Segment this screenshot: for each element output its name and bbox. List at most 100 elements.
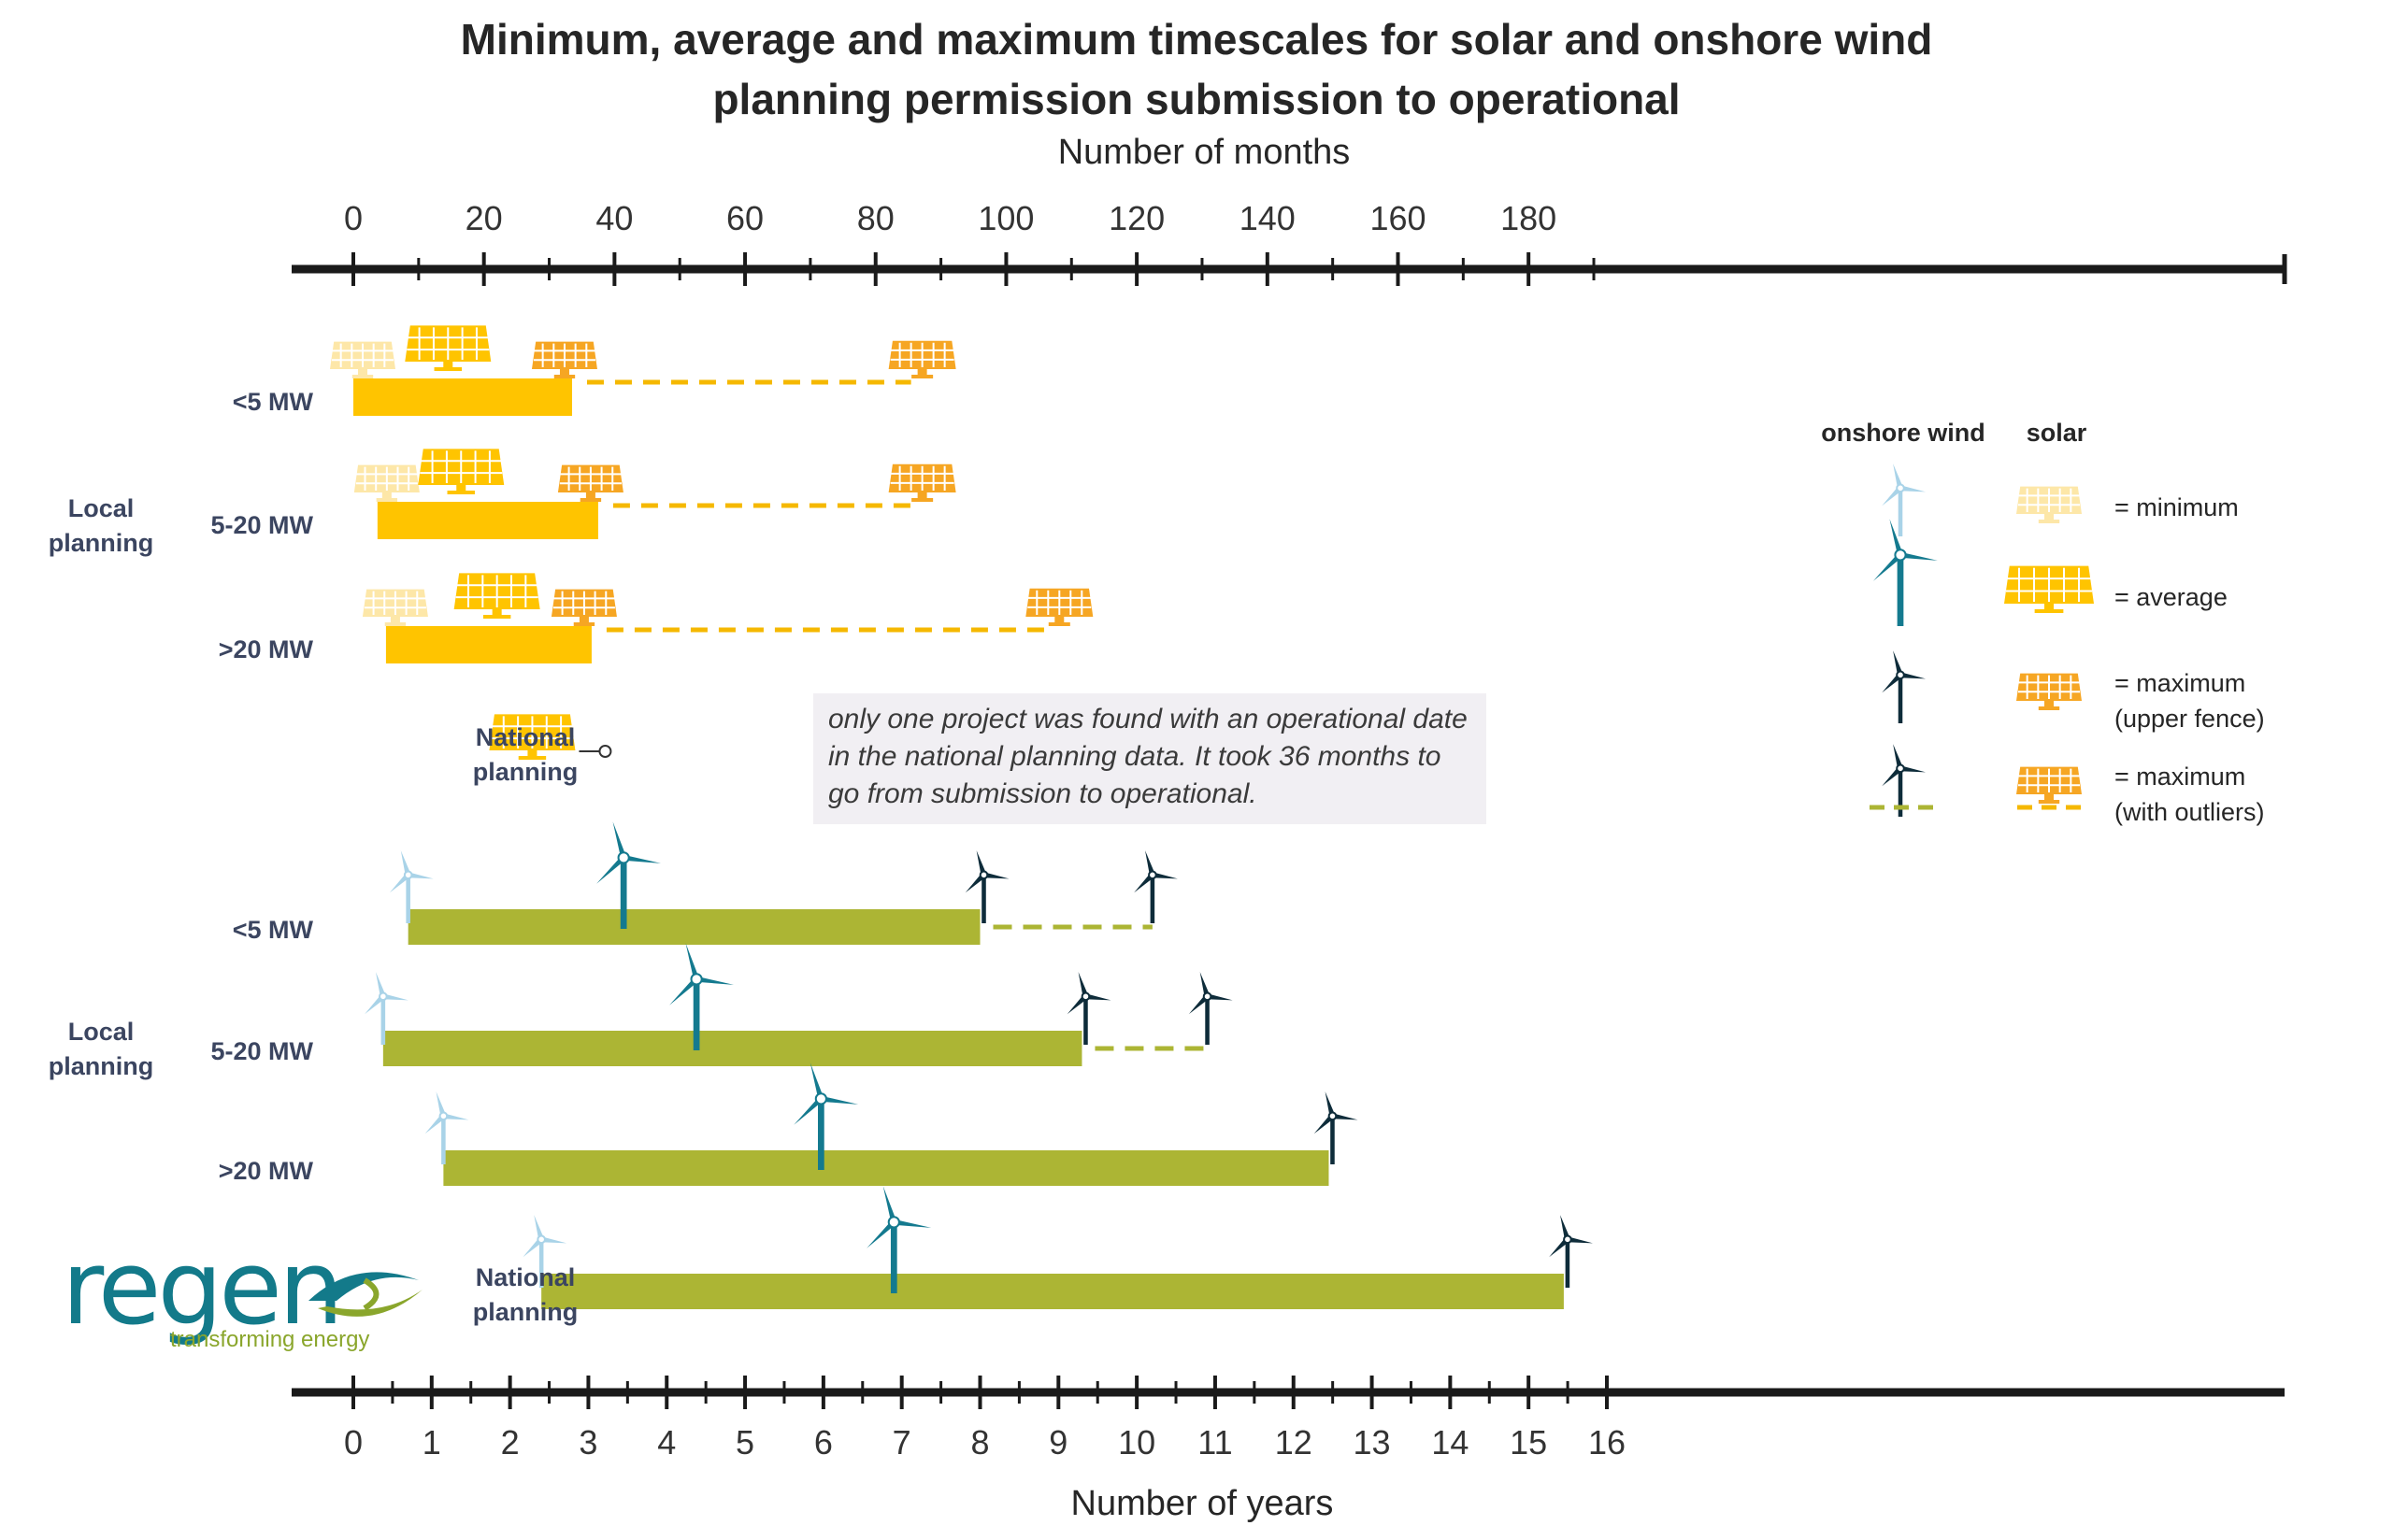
legend-wind-icon	[1882, 650, 1927, 723]
solar-outlier-icon	[1025, 588, 1094, 626]
solar-min-icon	[353, 464, 420, 502]
solar-max-icon	[531, 341, 597, 378]
legend-item-label: = maximum	[2114, 763, 2245, 791]
solar-local-label-2: planning	[49, 529, 153, 557]
top-axis-tick-label: 100	[978, 199, 1034, 237]
top-axis-tick-label: 60	[726, 199, 764, 237]
solar-local-label-1: Local	[68, 494, 135, 522]
solar-row-label: >20 MW	[219, 635, 314, 663]
wind-min-icon	[424, 1091, 469, 1164]
national-solar-note: only one project was found with an opera…	[813, 693, 1486, 824]
wind-avg-icon	[794, 1062, 859, 1170]
wind-max-icon	[1067, 972, 1111, 1045]
wind-national-label-1: National	[476, 1263, 576, 1291]
chart-title-line-1: Minimum, average and maximum timescales …	[460, 15, 1933, 64]
chart-title-line-2: planning permission submission to operat…	[712, 75, 1681, 123]
bottom-axis-tick-label: 9	[1049, 1423, 1068, 1462]
wind-avg-icon	[867, 1186, 932, 1293]
logo-swirl-icon	[308, 1272, 423, 1317]
wind-avg-icon	[669, 943, 734, 1050]
wind-bar	[382, 1031, 1082, 1066]
solar-outlier-icon	[888, 340, 956, 378]
bottom-axis-title: Number of years	[1070, 1484, 1334, 1523]
bottom-axis-tick-label: 11	[1197, 1423, 1232, 1462]
solar-max-icon	[551, 589, 617, 626]
solar-national-label-1: National	[476, 723, 576, 751]
solar-bar	[353, 378, 572, 416]
top-axis-tick-label: 140	[1239, 199, 1296, 237]
wind-bar	[408, 909, 981, 945]
top-axis-tick-label: 20	[466, 199, 503, 237]
wind-outlier-icon	[1134, 850, 1178, 923]
solar-max-icon	[557, 464, 623, 502]
wind-min-icon	[523, 1215, 567, 1288]
wind-local-label-2: planning	[49, 1052, 153, 1080]
solar-avg-icon	[405, 325, 492, 371]
bottom-axis-tick-label: 5	[736, 1423, 754, 1462]
legend-item-label: (with outliers)	[2114, 798, 2265, 826]
regen-logo: regen transforming energy	[62, 1228, 423, 1374]
solar-bar	[377, 502, 598, 539]
logo-tagline: transforming energy	[170, 1327, 370, 1352]
wind-max-icon	[1313, 1091, 1358, 1164]
wind-row-label: >20 MW	[219, 1157, 314, 1185]
wind-row-label: <5 MW	[233, 916, 314, 944]
note-connector-dot	[598, 745, 612, 758]
solar-row-label: 5-20 MW	[210, 511, 313, 539]
legend-item-label: = minimum	[2114, 493, 2239, 521]
solar-avg-icon	[453, 573, 540, 619]
solar-min-icon	[330, 341, 395, 378]
top-axis-tick-label: 160	[1369, 199, 1426, 237]
legend-item-label: (upper fence)	[2114, 705, 2265, 733]
bottom-axis-tick-label: 14	[1431, 1423, 1469, 1462]
legend-solar-icon	[2016, 486, 2082, 523]
top-axis-tick-label: 180	[1500, 199, 1556, 237]
bottom-axis-tick-label: 15	[1510, 1423, 1547, 1462]
legend-wind-icon	[1882, 463, 1927, 536]
legend-wind-icon	[1872, 519, 1938, 626]
legend-header-solar: solar	[2027, 419, 2087, 447]
top-axis-title: Number of months	[1057, 133, 1351, 172]
wind-outlier-icon	[1188, 972, 1233, 1045]
bottom-axis-tick-label: 0	[344, 1423, 363, 1462]
solar-outlier-icon	[888, 463, 956, 502]
bottom-axis-tick-label: 12	[1275, 1423, 1312, 1462]
bottom-axis-tick-label: 1	[423, 1423, 441, 1462]
bottom-axis-tick-label: 16	[1588, 1423, 1626, 1462]
solar-national-label-2: planning	[473, 758, 578, 786]
top-axis-tick-label: 0	[344, 199, 363, 237]
top-axis-tick-label: 120	[1109, 199, 1165, 237]
wind-max-icon	[965, 850, 1010, 923]
solar-min-icon	[362, 589, 428, 626]
bottom-axis-tick-label: 2	[501, 1423, 520, 1462]
solar-bar	[385, 626, 592, 663]
legend-solar-icon	[2004, 565, 2094, 613]
top-axis-tick-label: 80	[857, 199, 895, 237]
wind-min-icon	[389, 850, 434, 923]
wind-bar	[443, 1150, 1329, 1186]
wind-bar	[541, 1274, 1564, 1309]
top-axis-tick-label: 40	[595, 199, 633, 237]
wind-avg-icon	[596, 821, 662, 929]
wind-national-label-2: planning	[473, 1298, 578, 1326]
legend-item-label: = average	[2114, 583, 2228, 611]
solar-avg-icon	[418, 449, 505, 494]
legend-header-wind: onshore wind	[1821, 419, 1985, 447]
bottom-axis-tick-label: 8	[970, 1423, 989, 1462]
wind-local-label-1: Local	[68, 1018, 135, 1046]
bottom-axis-tick-label: 6	[814, 1423, 833, 1462]
solar-single-icon	[489, 714, 576, 760]
bottom-axis-tick-label: 10	[1118, 1423, 1155, 1462]
bottom-axis-tick-label: 4	[657, 1423, 676, 1462]
wind-min-icon	[365, 972, 408, 1045]
wind-row-label: 5-20 MW	[210, 1037, 313, 1065]
solar-row-label: <5 MW	[233, 388, 314, 416]
chart-title: Minimum, average and maximum timescales …	[0, 9, 2393, 129]
legend-solar-icon	[2016, 673, 2082, 710]
legend-solar-icon	[2016, 766, 2082, 804]
bottom-axis-tick-label: 13	[1354, 1423, 1391, 1462]
bottom-axis-tick-label: 3	[579, 1423, 597, 1462]
legend-item-label: = maximum	[2114, 669, 2245, 697]
wind-max-icon	[1549, 1215, 1593, 1288]
